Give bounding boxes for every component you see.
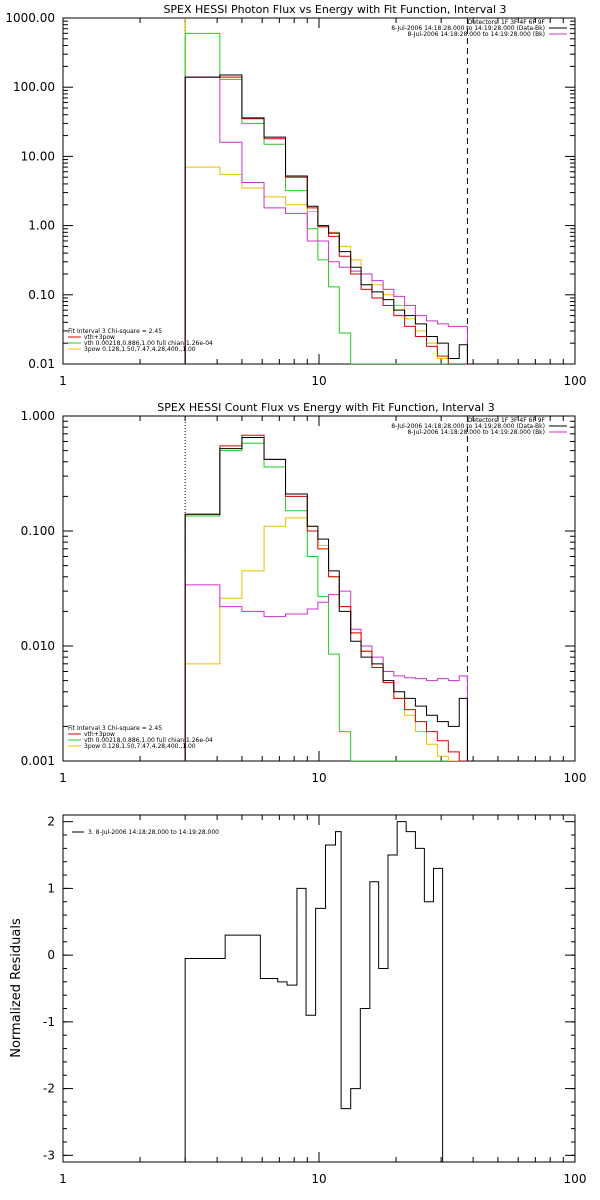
legend-bottom-text: vth 0.00218,0.886,1.00 full chian 1.26e-… xyxy=(84,737,213,744)
count-series xyxy=(184,416,468,761)
x-tick-label: 1 xyxy=(59,374,67,388)
y-tick-label: -1 xyxy=(43,1015,55,1029)
legend-bottom-text: Fit Interval 3 Chi-square = 2.45 xyxy=(68,725,162,732)
y-tick-label: 10.00 xyxy=(21,149,55,163)
x-tick-label: 10 xyxy=(311,771,326,785)
residuals-legend: 3. 8-Jul-2006 14:18:28.000 to 14:19:28.0… xyxy=(72,829,219,836)
legend-top-text: 8-Jul-2006 14:18:28.000 to 14:19:28.000 … xyxy=(391,25,545,32)
count-title: SPEX HESSI Count Flux vs Energy with Fit… xyxy=(157,401,494,414)
legend-top-text: Detectors: 1F 3F 4F 6F 9F xyxy=(468,19,546,26)
y-tick-label: 1.000 xyxy=(21,409,55,423)
legend-top-text: Detectors: 1F 3F 4F 6F 9F xyxy=(468,417,546,424)
legend-top-text: 8-Jul-2006 14:18:28.000 to 14:19:28.000 … xyxy=(407,429,545,436)
legend-bottom-text: Fit Interval 3 Chi-square = 2.45 xyxy=(68,328,162,335)
x-tick-label: 100 xyxy=(564,374,587,388)
series-Bk xyxy=(184,584,468,761)
legend-bottom-text: vth+3pow xyxy=(84,731,115,738)
photon-flux-panel: SPEX HESSI Photon Flux vs Energy with Fi… xyxy=(5,3,586,388)
series-residuals xyxy=(184,821,444,1162)
photon-axes: 1 10 100 0.01 0.10 1.00 10.00 100.00 1000.00 xyxy=(5,11,586,388)
residuals-series xyxy=(184,821,444,1162)
y-tick-label: 1.00 xyxy=(28,219,55,233)
residuals-plot-frame xyxy=(62,814,576,1163)
legend-top-text: 8-Jul-2006 14:18:28.000 to 14:19:28.000 … xyxy=(407,31,545,38)
residuals-panel: Normalized Residuals 1 10 100 -3 -2 -1 0 1 2 3. … xyxy=(9,814,586,1186)
x-tick-label: 1 xyxy=(59,771,67,785)
x-tick-label: 100 xyxy=(564,771,587,785)
series-3pow xyxy=(184,166,468,364)
y-tick-label: 2 xyxy=(47,815,55,829)
x-tick-label: 100 xyxy=(564,1172,587,1186)
y-tick-label: -2 xyxy=(43,1082,55,1096)
y-tick-label: 0.010 xyxy=(21,639,55,653)
x-tick-label: 1 xyxy=(59,1172,67,1186)
count-plot-frame xyxy=(62,415,576,762)
y-tick-label: 100.00 xyxy=(13,80,55,94)
y-tick-label: 0 xyxy=(47,948,55,962)
series-vth xyxy=(184,32,468,364)
series-data xyxy=(184,74,468,364)
series-Bk xyxy=(184,76,468,364)
photon-legend: Detectors: 1F 3F 4F 6F 9F8-Jul-2006 14:1… xyxy=(68,19,567,353)
legend-bottom-text: vth+3pow xyxy=(84,334,115,341)
legend-bottom-text: 3pow 0.128,1.50,7.47,4.28,400.,1.00 xyxy=(84,743,196,750)
residuals-axes: 1 10 100 -3 -2 -1 0 1 2 xyxy=(43,815,586,1186)
series-vth+3pow xyxy=(184,76,468,364)
count-legend: Detectors: 1F 3F 4F 6F 9F8-Jul-2006 14:1… xyxy=(68,417,567,750)
y-tick-label: 0.10 xyxy=(28,288,55,302)
y-tick-label: 0.01 xyxy=(28,357,55,371)
series-vth xyxy=(184,442,468,761)
x-tick-label: 10 xyxy=(311,374,326,388)
photon-plot-frame xyxy=(62,17,576,365)
series-3pow xyxy=(184,517,468,761)
y-tick-label: 0.001 xyxy=(21,754,55,768)
legend-bottom-text: 3pow 0.128,1.50,7.47,4.28,400.,1.00 xyxy=(84,346,196,353)
photon-title: SPEX HESSI Photon Flux vs Energy with Fi… xyxy=(163,3,506,16)
legend-bottom-text: vth 0.00218,0.886,1.00 full chian 1.26e-… xyxy=(84,340,213,347)
series-data xyxy=(184,437,468,761)
residuals-ylabel: Normalized Residuals xyxy=(9,918,24,1058)
legend-top-text: 3. 8-Jul-2006 14:18:28.000 to 14:19:28.0… xyxy=(88,829,219,836)
y-tick-label: -3 xyxy=(43,1148,55,1162)
x-tick-label: 10 xyxy=(311,1172,326,1186)
count-flux-panel: SPEX HESSI Count Flux vs Energy with Fit… xyxy=(21,401,587,785)
legend-top-text: 8-Jul-2006 14:18:28.000 to 14:19:28.000 … xyxy=(391,423,545,430)
count-axes: 1 10 100 0.001 0.010 0.100 1.000 xyxy=(21,409,587,785)
y-tick-label: 0.100 xyxy=(21,524,55,538)
y-tick-label: 1000.00 xyxy=(5,11,55,25)
photon-series xyxy=(184,18,468,364)
y-tick-label: 1 xyxy=(47,881,55,895)
